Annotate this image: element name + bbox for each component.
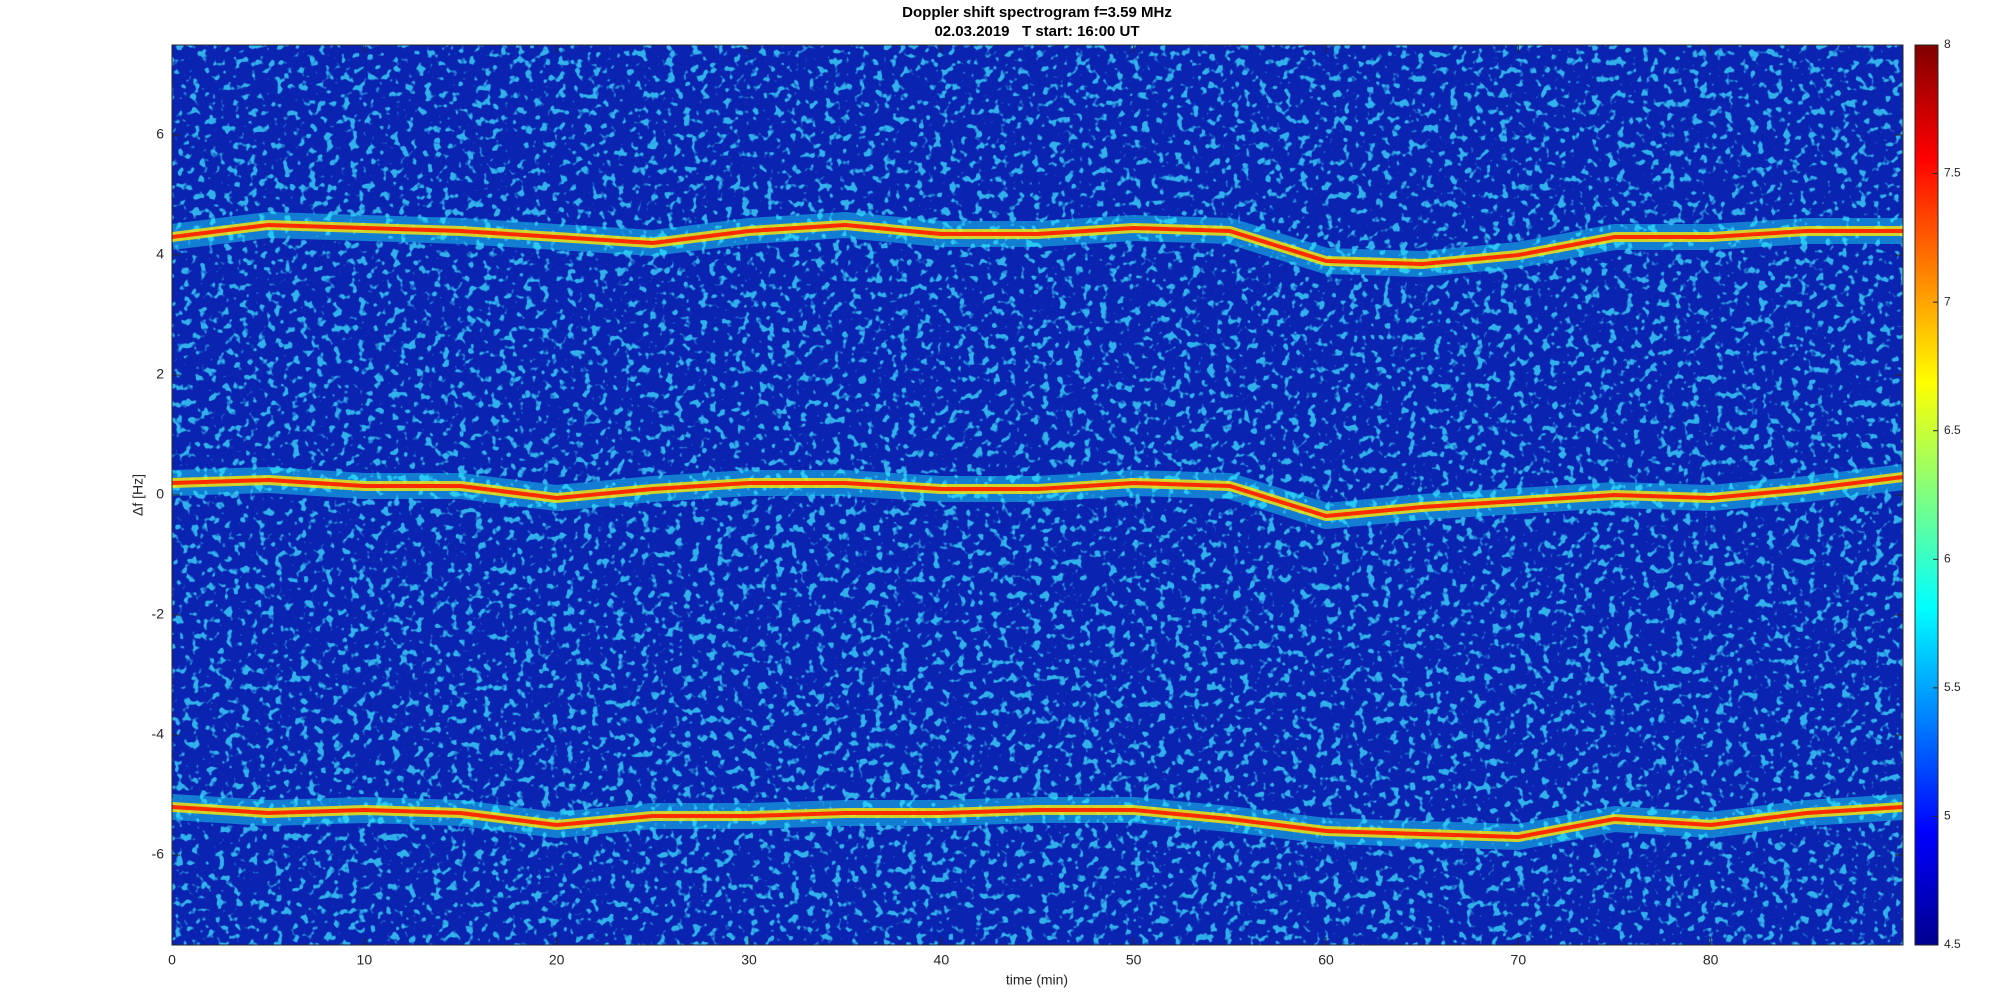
colorbar-tick-label: 7.5: [1944, 166, 1961, 180]
y-tick-label: -2: [152, 606, 165, 622]
colorbar-tick-label: 6: [1944, 551, 1951, 565]
chart-subtitle: 02.03.2019 T start: 16:00 UT: [934, 23, 1139, 40]
y-tick-label: 6: [156, 126, 164, 142]
colorbar-tick-label: 5: [1944, 809, 1951, 823]
colorbar-tick-label: 4.5: [1944, 937, 1961, 951]
x-tick-label: 40: [934, 952, 950, 968]
colorbar-tick-label: 5.5: [1944, 680, 1961, 694]
trace: [172, 475, 1903, 518]
colorbar-tick-label: 7: [1944, 294, 1951, 308]
y-tick-label: 0: [156, 486, 164, 502]
x-tick-label: 30: [741, 952, 757, 968]
y-axis-label: Δf [Hz]: [130, 474, 146, 516]
plot-area: [172, 212, 1903, 850]
trace: [172, 223, 1903, 266]
x-axis-label: time (min): [1006, 972, 1068, 988]
x-tick-label: 50: [1126, 952, 1142, 968]
chart-title: Doppler shift spectrogram f=3.59 MHz: [902, 4, 1172, 21]
trace: [172, 805, 1903, 839]
y-tick-label: -4: [152, 726, 165, 742]
x-tick-label: 0: [168, 952, 176, 968]
x-tick-label: 80: [1703, 952, 1719, 968]
x-tick-label: 70: [1511, 952, 1527, 968]
colorbar-tick-label: 8: [1944, 37, 1951, 51]
y-tick-label: 4: [156, 246, 164, 262]
y-tick-label: 2: [156, 366, 164, 382]
x-tick-label: 60: [1318, 952, 1334, 968]
x-tick-label: 10: [357, 952, 373, 968]
colorbar: [1914, 44, 1939, 946]
colorbar-tick-label: 6.5: [1944, 423, 1961, 437]
y-tick-label: -6: [152, 846, 165, 862]
x-tick-label: 20: [549, 952, 565, 968]
